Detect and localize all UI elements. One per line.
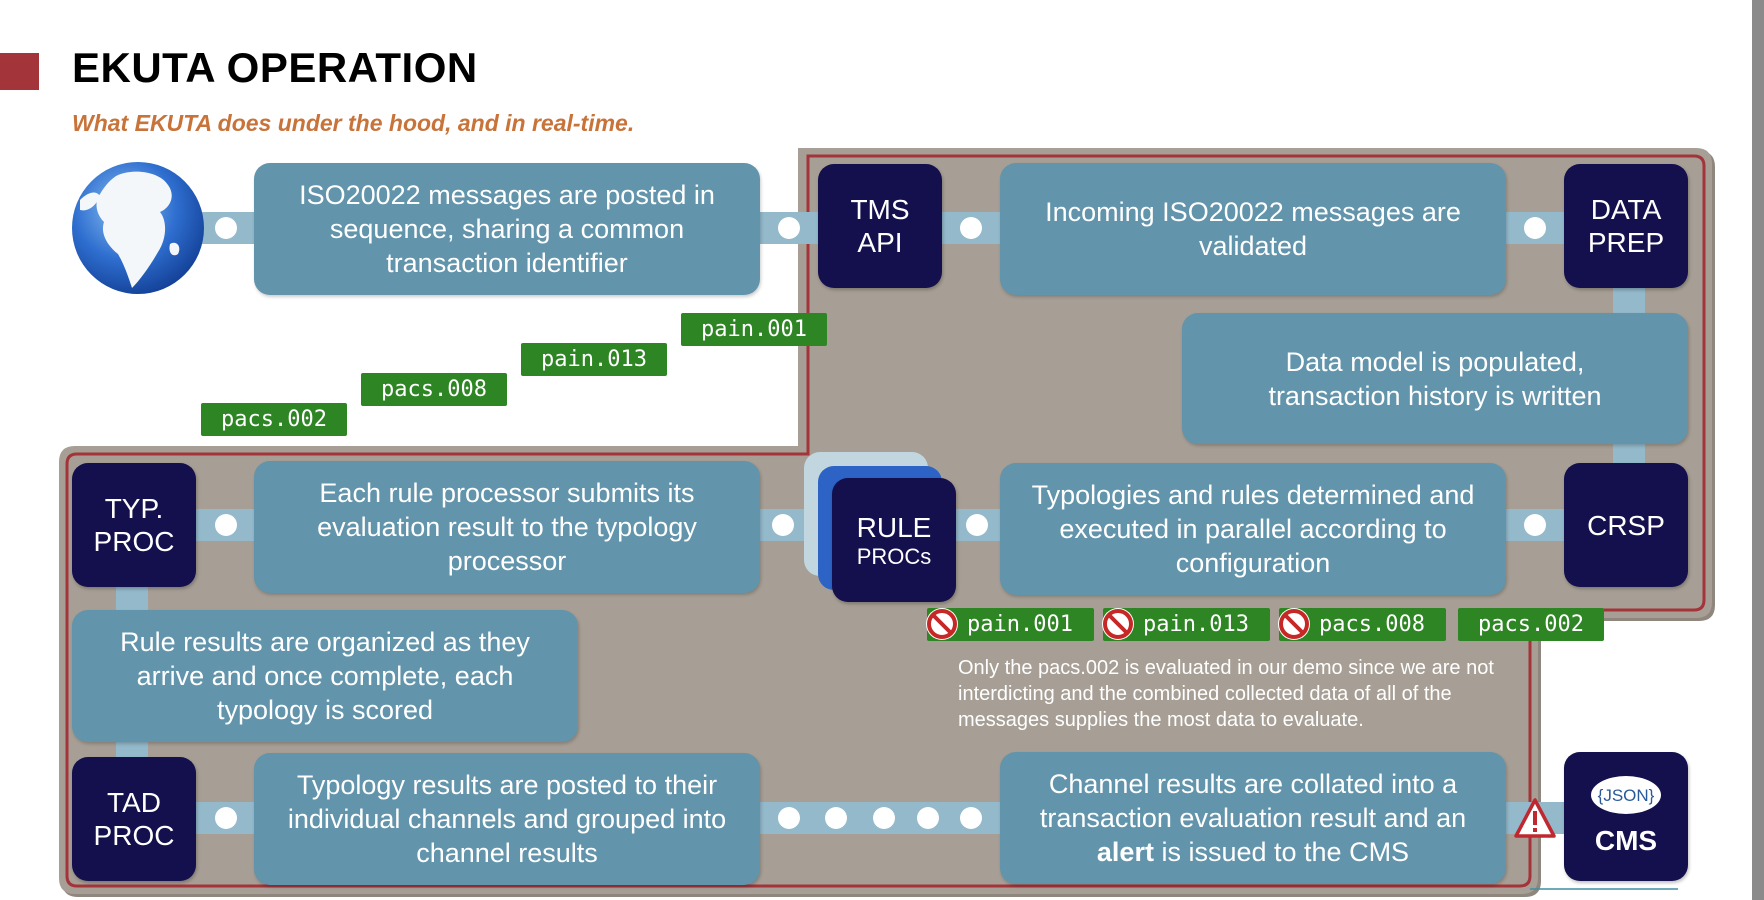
node-cms-label: CMS: [1594, 825, 1658, 856]
step-execute-rules: Typologies and rules determined and exec…: [1000, 463, 1506, 595]
title-accent-bar: [0, 53, 39, 90]
step-alert-text-before: Channel results are collated into a tran…: [1039, 769, 1467, 833]
message-tag-pacs-002: pacs.002: [201, 403, 347, 436]
node-typ-proc: TYP. PROC: [72, 463, 196, 587]
slide-title: EKUTA OPERATION: [72, 44, 478, 91]
node-cms: {JSON} CMS: [1564, 752, 1688, 881]
panel-border: [65, 154, 1706, 888]
node-tms-api-line1: TMS: [850, 194, 910, 225]
node-tms-api-line2: API: [857, 227, 903, 258]
step-populate: Data model is populated, transaction his…: [1182, 313, 1688, 444]
node-data-prep-line2: PREP: [1587, 227, 1665, 258]
node-crsp-label: CRSP: [1587, 509, 1665, 541]
step-post-channels: Typology results are posted to their ind…: [254, 753, 760, 885]
node-rule-procs-line2: PROCs: [856, 543, 932, 569]
evaluated-tag-pain-001-label: pain.001: [967, 612, 1073, 637]
node-typ-proc-line2: PROC: [93, 526, 175, 557]
message-tag-pain-013: pain.013: [521, 343, 667, 376]
message-tag-pain-001: pain.001: [681, 313, 827, 346]
globe-icon: [72, 162, 204, 294]
alert-icon: [1514, 798, 1556, 838]
step-alert: Channel results are collated into a tran…: [1000, 752, 1506, 884]
node-tad-proc: TAD PROC: [72, 757, 196, 881]
evaluation-note: Only the pacs.002 is evaluated in our de…: [958, 657, 1494, 731]
step-score-typology: Rule results are organized as they arriv…: [72, 610, 578, 742]
connector-dots: [215, 217, 1546, 829]
evaluated-tag-pacs-002: pacs.002: [1458, 608, 1604, 641]
message-tag-pacs-008: pacs.008: [361, 373, 507, 406]
slide-subtitle: What EKUTA does under the hood, and in r…: [72, 110, 635, 136]
slide-edge: [1752, 0, 1764, 900]
blocked-icon: [926, 608, 958, 640]
node-tad-proc-line1: TAD: [107, 787, 161, 818]
blocked-icon: [1278, 608, 1310, 640]
node-rule-procs-line1: RULE: [856, 511, 932, 543]
node-data-prep: DATA PREP: [1564, 164, 1688, 288]
node-rule-procs: RULE PROCs: [832, 478, 956, 602]
step-alert-bold: alert: [1096, 837, 1154, 867]
json-logo-icon: {JSON}: [1591, 776, 1661, 814]
evaluated-tag-pain-013-label: pain.013: [1143, 612, 1249, 637]
step-alert-text: Channel results are collated into a tran…: [1014, 767, 1492, 869]
node-typ-proc-line1: TYP.: [104, 493, 164, 524]
node-crsp: CRSP: [1564, 463, 1688, 587]
step-validate: Incoming ISO20022 messages are validated: [1000, 163, 1506, 295]
evaluated-tag-pain-001: pain.001: [926, 608, 1094, 641]
node-data-prep-line1: DATA: [1590, 194, 1662, 225]
evaluated-tag-pacs-008-label: pacs.008: [1319, 612, 1425, 637]
node-tms-api: TMS API: [818, 164, 942, 288]
blocked-icon: [1102, 608, 1134, 640]
evaluated-tag-pain-013: pain.013: [1102, 608, 1270, 641]
evaluated-tag-pacs-008: pacs.008: [1278, 608, 1446, 641]
step-post-messages: ISO20022 messages are posted in sequence…: [254, 163, 760, 295]
step-submit-results: Each rule processor submits its evaluati…: [254, 461, 760, 593]
node-tad-proc-line2: PROC: [93, 820, 175, 851]
step-alert-text-after: is issued to the CMS: [1161, 837, 1410, 867]
